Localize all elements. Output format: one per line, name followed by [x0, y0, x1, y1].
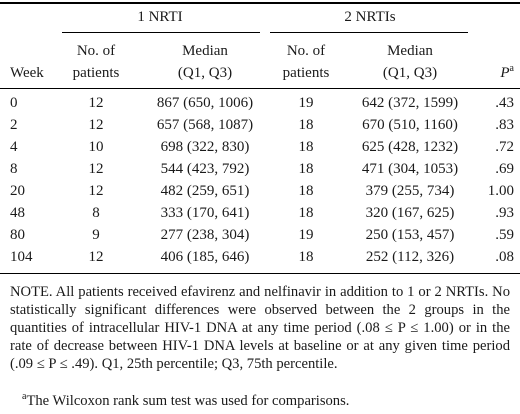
header-median2-line1: Median: [387, 43, 433, 59]
cell-week: 4: [10, 139, 18, 155]
cell-median2: 379 (255, 734): [365, 183, 455, 199]
cell-median2: 642 (372, 1599): [361, 95, 459, 111]
header-median1-line1: Median: [182, 43, 228, 59]
spanner-rule-2nrtis: [270, 32, 468, 33]
spanner-rule-1nrti: [62, 32, 260, 33]
header-rule: [0, 88, 520, 89]
cell-p: .08: [495, 249, 514, 265]
cell-p: 1.00: [487, 183, 514, 199]
cell-n2: 19: [298, 227, 314, 243]
cell-n2: 18: [298, 205, 314, 221]
cell-median2: 670 (510, 1160): [362, 117, 458, 133]
header-week: Week: [10, 65, 44, 81]
group-header-1nrti: 1 NRTI: [137, 9, 183, 25]
footnote-marker: a: [22, 391, 27, 402]
top-rule: [0, 2, 520, 4]
group-header-2nrtis: 2 NRTIs: [344, 9, 396, 25]
header-n1-line1: No. of: [76, 43, 116, 59]
cell-week: 20: [10, 183, 25, 199]
header-p: Pa: [470, 63, 514, 82]
bottom-rule: [0, 273, 520, 274]
header-p-superscript: a: [509, 63, 514, 74]
cell-median1: 657 (568, 1087): [156, 117, 254, 133]
header-median2-line2: (Q1, Q3): [382, 65, 438, 81]
cell-n2: 19: [298, 95, 314, 111]
cell-median1: 482 (259, 651): [160, 183, 250, 199]
cell-week: 80: [10, 227, 25, 243]
cell-n2: 18: [298, 183, 314, 199]
cell-n1: 12: [88, 249, 104, 265]
table-footnote: aThe Wilcoxon rank sum test was used for…: [22, 392, 349, 410]
table-note: NOTE. All patients received efavirenz an…: [10, 284, 510, 372]
cell-n2: 18: [298, 249, 314, 265]
cell-median2: 252 (112, 326): [365, 249, 455, 265]
header-n1-line2: patients: [72, 65, 120, 81]
cell-p: .93: [495, 205, 514, 221]
cell-median2: 471 (304, 1053): [361, 161, 459, 177]
cell-n2: 18: [298, 139, 314, 155]
footnote-text: The Wilcoxon rank sum test was used for …: [26, 393, 350, 409]
cell-median2: 320 (167, 625): [365, 205, 455, 221]
cell-median2: 250 (153, 457): [365, 227, 455, 243]
cell-p: .72: [495, 139, 514, 155]
cell-week: 8: [10, 161, 18, 177]
cell-median1: 544 (423, 792): [160, 161, 250, 177]
cell-n1: 8: [92, 205, 100, 221]
cell-n2: 18: [298, 161, 314, 177]
cell-p: .83: [495, 117, 514, 133]
cell-n1: 12: [88, 117, 104, 133]
cell-n1: 10: [88, 139, 104, 155]
cell-n1: 12: [88, 183, 104, 199]
cell-median2: 625 (428, 1232): [361, 139, 459, 155]
cell-week: 2: [10, 117, 18, 133]
cell-n1: 12: [88, 95, 104, 111]
header-p-letter: P: [500, 65, 510, 81]
cell-n2: 18: [298, 117, 314, 133]
cell-n1: 12: [88, 161, 104, 177]
header-n2-line1: No. of: [286, 43, 326, 59]
cell-week: 104: [10, 249, 33, 265]
cell-week: 48: [10, 205, 25, 221]
cell-median1: 406 (185, 646): [160, 249, 250, 265]
header-n2-line2: patients: [282, 65, 330, 81]
cell-n1: 9: [92, 227, 100, 243]
header-median1-line2: (Q1, Q3): [177, 65, 233, 81]
cell-median1: 867 (650, 1006): [156, 95, 254, 111]
cell-week: 0: [10, 95, 18, 111]
cell-p: .59: [495, 227, 514, 243]
cell-median1: 333 (170, 641): [160, 205, 250, 221]
cell-p: .69: [495, 161, 514, 177]
cell-median1: 698 (322, 830): [160, 139, 250, 155]
cell-median1: 277 (238, 304): [160, 227, 250, 243]
cell-p: .43: [495, 95, 514, 111]
